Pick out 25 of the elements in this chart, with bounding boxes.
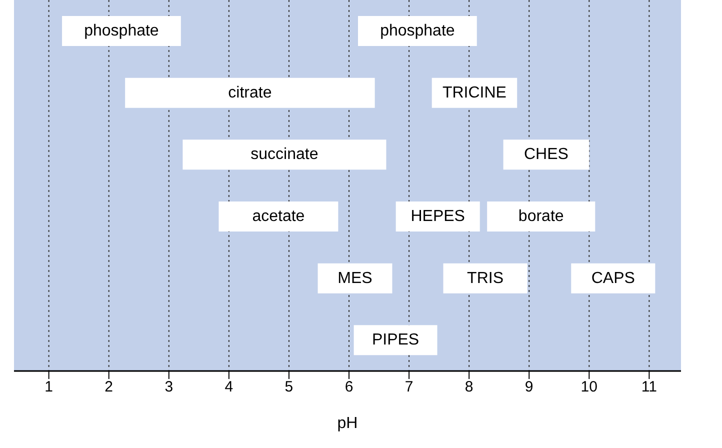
series-label: PIPES — [372, 332, 420, 349]
series-label: TRIS — [467, 270, 504, 287]
series-label: HEPES — [410, 208, 465, 225]
series-label: CHES — [524, 146, 568, 164]
x-tick-label: 9 — [524, 378, 534, 396]
x-tick-label: 4 — [224, 378, 234, 396]
series-label: borate — [518, 208, 564, 225]
series-label: TRICINE — [442, 84, 506, 102]
series-label: acetate — [252, 208, 305, 225]
x-axis-title: pH — [337, 415, 358, 432]
series-label: phosphate — [380, 22, 455, 40]
x-tick-label: 3 — [164, 378, 174, 396]
x-tick-label: 8 — [464, 378, 474, 396]
x-tick-label: 11 — [641, 378, 657, 396]
x-tick-label: 10 — [580, 378, 598, 396]
series-label: MES — [338, 270, 372, 287]
series-label: succinate — [250, 146, 318, 164]
x-tick-label: 6 — [344, 378, 354, 396]
x-tick-label: 5 — [284, 378, 294, 396]
series-label: citrate — [228, 84, 272, 102]
x-tick-label: 7 — [404, 378, 414, 396]
x-tick-label: 2 — [104, 378, 114, 396]
series-label: CAPS — [591, 270, 635, 287]
x-tick-label: 1 — [44, 378, 53, 396]
series-label: phosphate — [84, 22, 159, 40]
